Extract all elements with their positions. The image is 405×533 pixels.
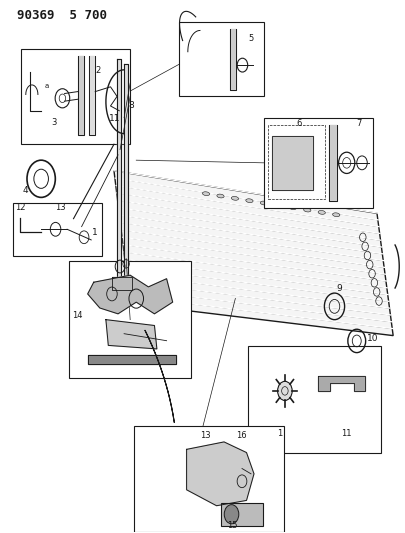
Bar xyxy=(220,503,262,526)
Text: 11: 11 xyxy=(340,429,351,438)
Text: 9: 9 xyxy=(336,284,341,293)
Text: 7: 7 xyxy=(356,119,361,128)
Ellipse shape xyxy=(303,208,310,212)
Polygon shape xyxy=(106,320,156,349)
Bar xyxy=(263,118,372,208)
Polygon shape xyxy=(124,64,128,282)
Polygon shape xyxy=(77,56,84,135)
Ellipse shape xyxy=(231,197,238,200)
Text: 5: 5 xyxy=(248,34,253,43)
Text: 2: 2 xyxy=(95,66,100,75)
Text: 1: 1 xyxy=(276,429,281,438)
Bar xyxy=(178,22,263,96)
Text: 3: 3 xyxy=(51,118,57,127)
Ellipse shape xyxy=(288,206,296,209)
Polygon shape xyxy=(87,355,176,364)
Polygon shape xyxy=(229,29,235,91)
Polygon shape xyxy=(114,171,392,336)
Bar xyxy=(21,49,130,144)
Ellipse shape xyxy=(245,199,252,203)
Text: 1: 1 xyxy=(92,228,97,237)
Ellipse shape xyxy=(260,201,267,205)
Text: 4: 4 xyxy=(23,185,28,195)
Text: 15: 15 xyxy=(226,521,237,530)
Text: 14: 14 xyxy=(72,311,82,320)
Circle shape xyxy=(277,381,292,400)
Text: a: a xyxy=(45,83,49,88)
Polygon shape xyxy=(318,376,364,391)
Polygon shape xyxy=(87,275,172,314)
Text: 90369  5 700: 90369 5 700 xyxy=(17,9,107,22)
Ellipse shape xyxy=(332,213,339,216)
Text: 11: 11 xyxy=(109,114,120,123)
Circle shape xyxy=(224,505,238,524)
Polygon shape xyxy=(112,277,132,290)
Bar xyxy=(69,261,190,378)
Ellipse shape xyxy=(318,211,324,214)
Text: 10: 10 xyxy=(366,334,377,343)
Text: 8: 8 xyxy=(128,101,134,110)
Polygon shape xyxy=(117,59,121,288)
Text: 13: 13 xyxy=(200,431,210,440)
Ellipse shape xyxy=(274,204,281,207)
Bar xyxy=(267,125,324,199)
Text: 12: 12 xyxy=(15,203,26,212)
Polygon shape xyxy=(328,125,336,201)
Text: 16: 16 xyxy=(235,431,246,440)
Bar xyxy=(247,346,380,453)
Polygon shape xyxy=(272,136,312,190)
Ellipse shape xyxy=(202,192,209,196)
Text: 13: 13 xyxy=(55,203,66,212)
Bar xyxy=(134,426,283,532)
Ellipse shape xyxy=(216,194,224,198)
Polygon shape xyxy=(186,442,254,506)
Polygon shape xyxy=(88,56,95,135)
Bar xyxy=(13,203,102,256)
Text: 6: 6 xyxy=(296,119,301,128)
